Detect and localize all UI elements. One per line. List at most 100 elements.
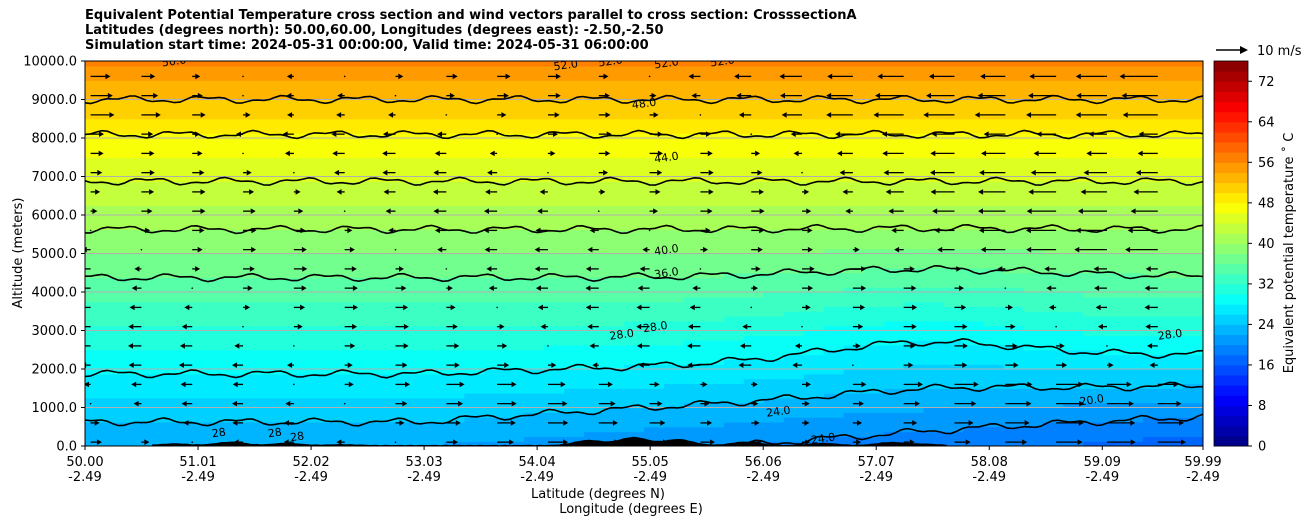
wind-vector-head — [486, 266, 492, 272]
contour-band-cell — [304, 75, 326, 81]
contour-band-cell — [644, 253, 665, 259]
contour-band-cell — [923, 205, 945, 211]
contour-band-cell — [1003, 436, 1024, 442]
wind-vector-head — [585, 266, 591, 272]
contour-band-cell — [963, 70, 984, 77]
contour-band-cell — [544, 431, 565, 437]
contour-band-cell — [384, 335, 406, 341]
contour-band-cell — [723, 123, 745, 129]
contour-band-cell — [264, 65, 286, 72]
contour-band-cell — [264, 186, 286, 192]
contour-band-cell — [564, 296, 585, 303]
contour-band-cell — [1043, 219, 1064, 226]
contour-band-cell — [1023, 186, 1044, 192]
contour-band-cell — [244, 75, 266, 81]
contour-band-cell — [204, 219, 226, 226]
contour-band-cell — [1183, 89, 1203, 96]
contour-band-cell — [943, 89, 965, 96]
contour-band-cell — [324, 147, 346, 154]
contour-band-cell — [843, 263, 865, 269]
contour-band-cell — [464, 99, 485, 105]
contour-band-cell — [644, 397, 665, 404]
contour-band-cell — [324, 311, 346, 317]
contour-band-cell — [903, 292, 925, 298]
contour-band-cell — [783, 354, 805, 360]
contour-band-cell — [384, 219, 406, 226]
contour-band-cell — [124, 431, 146, 437]
contour-band-cell — [1183, 243, 1203, 250]
contour-band-cell — [204, 239, 226, 245]
contour-band-cell — [1063, 248, 1084, 255]
contour-band-cell — [244, 190, 266, 197]
wind-vector-head — [298, 208, 304, 214]
contour-band-cell — [624, 99, 645, 105]
contour-band-cell — [184, 383, 206, 389]
contour-band-cell — [224, 80, 246, 86]
contour-band-cell — [264, 219, 286, 226]
contour-band-cell — [604, 383, 625, 389]
contour-band-cell — [85, 388, 106, 394]
contour-band-cell — [444, 388, 465, 394]
contour-band-cell — [644, 369, 665, 375]
contour-band-cell — [1043, 243, 1064, 250]
contour-band-cell — [1023, 85, 1044, 91]
contour-band-cell — [564, 205, 585, 211]
wind-vector-head — [302, 266, 308, 272]
contour-band-cell — [304, 243, 326, 250]
wind-vector — [699, 114, 702, 116]
contour-band-cell — [584, 89, 605, 96]
contour-band-cell — [224, 128, 246, 134]
contour-band-cell — [364, 224, 386, 231]
contour-band-cell — [983, 292, 1004, 298]
contour-band-cell — [883, 205, 905, 211]
contour-band-cell — [204, 320, 226, 327]
contour-band-cell — [883, 287, 905, 293]
contour-band-cell — [124, 316, 146, 322]
contour-band-cell — [544, 166, 565, 173]
contour-band-cell — [1103, 113, 1124, 120]
contour-band-cell — [823, 393, 845, 399]
contour-band-cell — [484, 320, 505, 327]
contour-band-cell — [703, 272, 725, 279]
contour-band-cell — [1003, 243, 1024, 250]
contour-band-cell — [723, 147, 745, 154]
contour-band-cell — [604, 215, 625, 221]
contour-band-cell — [1163, 109, 1184, 115]
contour-band-cell — [1143, 407, 1164, 413]
contour-band-cell — [85, 157, 106, 163]
contour-band-cell — [444, 393, 465, 399]
contour-band-cell — [384, 436, 406, 442]
contour-band-cell — [85, 94, 106, 101]
contour-band-cell — [644, 431, 665, 437]
contour-band-cell — [104, 258, 126, 264]
contour-band-cell — [404, 65, 425, 72]
contour-band-cell — [424, 239, 445, 245]
contour-band-cell — [1103, 75, 1124, 81]
contour-band-cell — [1023, 436, 1044, 442]
contour-band-cell — [743, 70, 765, 77]
contour-band-cell — [644, 258, 665, 264]
contour-band-cell — [803, 316, 825, 322]
contour-band-cell — [304, 311, 326, 317]
contour-band-cell — [544, 142, 565, 149]
contour-band-cell — [444, 85, 465, 91]
contour-band-cell — [384, 306, 406, 312]
contour-band-cell — [504, 344, 525, 351]
wind-vector — [89, 229, 92, 232]
contour-band-cell — [604, 272, 625, 279]
contour-band-cell — [1083, 277, 1104, 283]
contour-band-cell — [1123, 397, 1144, 404]
contour-band-cell — [604, 171, 625, 178]
contour-band-cell — [883, 186, 905, 192]
contour-band-cell — [1103, 219, 1124, 226]
contour-band-cell — [124, 200, 146, 206]
contour-band-cell — [544, 306, 565, 312]
contour-band-cell — [843, 138, 865, 144]
contour-band-cell — [344, 219, 366, 226]
contour-band-cell — [184, 349, 206, 356]
contour-band-cell — [803, 61, 825, 67]
contour-band-cell — [1123, 89, 1144, 96]
contour-band-cell — [424, 258, 445, 264]
contour-band-cell — [304, 61, 326, 67]
contour-band-cell — [264, 147, 286, 154]
